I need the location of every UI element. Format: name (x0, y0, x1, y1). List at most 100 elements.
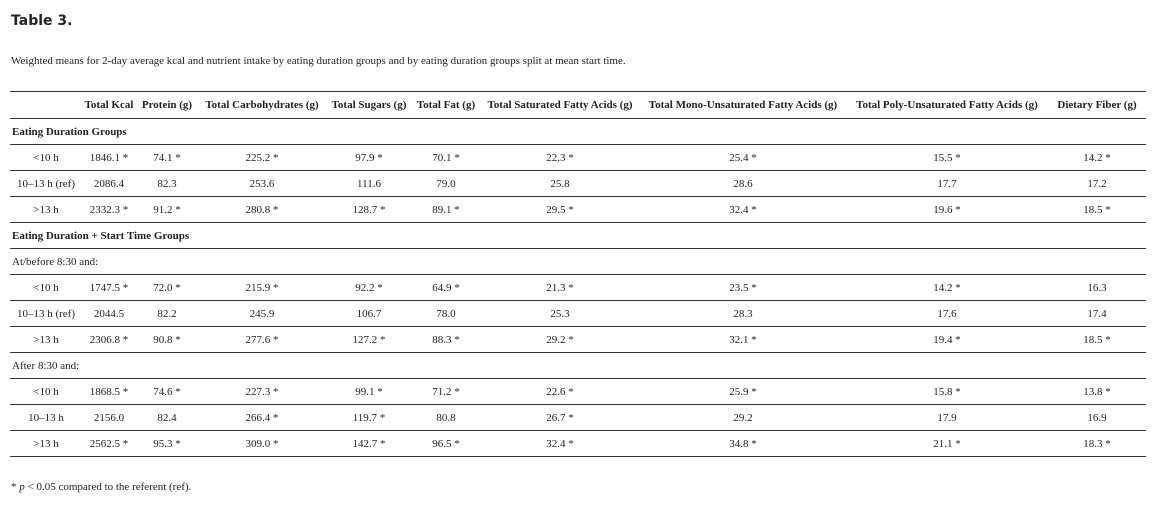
table-cell: 82.4 (136, 404, 198, 431)
table-cell: 106.7 (326, 300, 412, 327)
footnote-marker: * (11, 481, 17, 493)
table-cell: 71.2 * (412, 378, 480, 405)
header-cell (10, 91, 82, 119)
table-cell: 96.5 * (412, 430, 480, 457)
table-cell: 88.3 * (412, 326, 480, 353)
table-cell: 253.6 (198, 170, 326, 197)
table-row: 10–13 h 2156.0 82.4 266.4 * 119.7 * 80.8 26.7 … (10, 404, 1146, 431)
header-cell: Total Carbohydrates (g) (198, 91, 326, 119)
row-label: >13 h (10, 430, 82, 457)
table-cell: 15.8 * (846, 378, 1048, 405)
table-cell: 16.9 (1048, 404, 1146, 431)
header-cell: Total Mono-Unsaturated Fatty Acids (g) (640, 91, 846, 119)
table-cell: 16.3 (1048, 274, 1146, 301)
table-cell: 280.8 * (198, 196, 326, 223)
table-cell: 32.4 * (480, 430, 640, 457)
table-cell: 95.3 * (136, 430, 198, 457)
header-cell: Total Sugars (g) (326, 91, 412, 119)
table-cell: 14.2 * (1048, 144, 1146, 171)
row-label: <10 h (10, 144, 82, 171)
table-cell: 26.7 * (480, 404, 640, 431)
table-cell: 32.1 * (640, 326, 846, 353)
row-label: >13 h (10, 196, 82, 223)
table-row: >13 h 2306.8 * 90.8 * 277.6 * 127.2 * 88.3 * 2… (10, 326, 1146, 353)
footnote-text: < 0.05 compared to the referent (ref). (27, 481, 192, 493)
table-cell: 19.6 * (846, 196, 1048, 223)
table-row: <10 h 1846.1 * 74.1 * 225.2 * 97.9 * 70.1 * 22… (10, 144, 1146, 171)
table-cell: 18.5 * (1048, 326, 1146, 353)
table-cell: 18.5 * (1048, 196, 1146, 223)
table-row: Eating Duration Groups (10, 118, 1146, 145)
table-cell: 1868.5 * (82, 378, 136, 405)
table-caption: Weighted means for 2-day average kcal an… (11, 55, 626, 67)
table-cell: 25.8 (480, 170, 640, 197)
table-cell: 1747.5 * (82, 274, 136, 301)
section-label: After 8:30 and: (10, 352, 1146, 379)
table-cell: 309.0 * (198, 430, 326, 457)
table-cell: 227.3 * (198, 378, 326, 405)
table-cell: 127.2 * (326, 326, 412, 353)
table-cell: 23.5 * (640, 274, 846, 301)
table-row: <10 h 1868.5 * 74.6 * 227.3 * 99.1 * 71.2 * 22… (10, 378, 1146, 405)
table-cell: 19.4 * (846, 326, 1048, 353)
table-row: >13 h 2332.3 * 91.2 * 280.8 * 128.7 * 89.1 * 2… (10, 196, 1146, 223)
table-cell: 79.0 (412, 170, 480, 197)
table-cell: 13.8 * (1048, 378, 1146, 405)
table-cell: 2332.3 * (82, 196, 136, 223)
row-label: 10–13 h (10, 404, 82, 431)
table-cell: 215.9 * (198, 274, 326, 301)
table-cell: 142.7 * (326, 430, 412, 457)
table-cell: 32.4 * (640, 196, 846, 223)
table-cell: 82.3 (136, 170, 198, 197)
table-row: >13 h 2562.5 * 95.3 * 309.0 * 142.7 * 96.5 * 3… (10, 430, 1146, 457)
table-cell: 15.5 * (846, 144, 1048, 171)
section-label: At/before 8:30 and: (10, 248, 1146, 275)
table-cell: 2562.5 * (82, 430, 136, 457)
table-cell: 225.2 * (198, 144, 326, 171)
table-cell: 82.2 (136, 300, 198, 327)
table-cell: 25.9 * (640, 378, 846, 405)
header-cell: Total Fat (g) (412, 91, 480, 119)
table-cell: 78.0 (412, 300, 480, 327)
table-row: 10–13 h (ref) 2044.5 82.2 245.9 106.7 78.0 25.… (10, 300, 1146, 327)
header-cell: Total Poly-Unsaturated Fatty Acids (g) (846, 91, 1048, 119)
header-cell: Total Kcal (82, 91, 136, 119)
table-cell: 17.4 (1048, 300, 1146, 327)
table-cell: 21.1 * (846, 430, 1048, 457)
table-cell: 277.6 * (198, 326, 326, 353)
table-cell: 2044.5 (82, 300, 136, 327)
table-cell: 128.7 * (326, 196, 412, 223)
table-cell: 34.8 * (640, 430, 846, 457)
table-cell: 2086.4 (82, 170, 136, 197)
table-cell: 21.3 * (480, 274, 640, 301)
table-cell: 119.7 * (326, 404, 412, 431)
table-title: Table 3. (11, 13, 73, 29)
section-label: Eating Duration + Start Time Groups (10, 222, 1146, 249)
table-cell: 2306.8 * (82, 326, 136, 353)
table-cell: 245.9 (198, 300, 326, 327)
row-label: <10 h (10, 378, 82, 405)
table-cell: 92.2 * (326, 274, 412, 301)
table-cell: 99.1 * (326, 378, 412, 405)
table-cell: 80.8 (412, 404, 480, 431)
table-row: After 8:30 and: (10, 352, 1146, 379)
data-table: Total Kcal Protein (g) Total Carbohydrates… (10, 91, 1146, 457)
header-row: Total Kcal Protein (g) Total Carbohydrates… (10, 91, 1146, 119)
header-cell: Total Saturated Fatty Acids (g) (480, 91, 640, 119)
table-cell: 74.6 * (136, 378, 198, 405)
row-label: <10 h (10, 274, 82, 301)
table-cell: 74.1 * (136, 144, 198, 171)
header-cell: Dietary Fiber (g) (1048, 91, 1146, 119)
table-cell: 28.6 (640, 170, 846, 197)
table-cell: 70.1 * (412, 144, 480, 171)
table-cell: 28.3 (640, 300, 846, 327)
table-cell: 111.6 (326, 170, 412, 197)
section-label: Eating Duration Groups (10, 118, 1146, 145)
table-cell: 17.7 (846, 170, 1048, 197)
row-label: 10–13 h (ref) (10, 170, 82, 197)
table-cell: 266.4 * (198, 404, 326, 431)
table-cell: 22.6 * (480, 378, 640, 405)
table-cell: 29.2 * (480, 326, 640, 353)
table-cell: 14.2 * (846, 274, 1048, 301)
